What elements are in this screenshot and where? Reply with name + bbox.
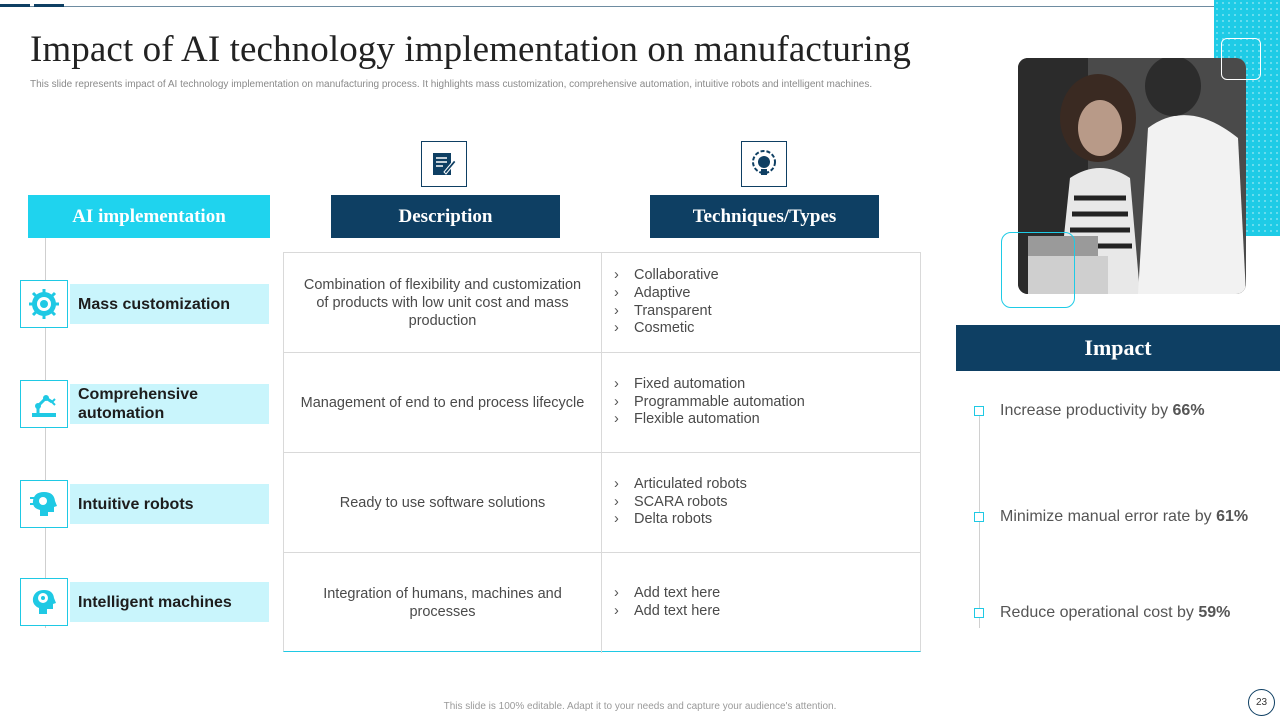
footer-note: This slide is 100% editable. Adapt it to… bbox=[443, 701, 837, 712]
photo-frame-outline bbox=[1001, 232, 1075, 308]
technique-item: › Fixed automation bbox=[614, 376, 746, 393]
document-edit-icon bbox=[421, 141, 467, 187]
brain-icon bbox=[20, 578, 68, 626]
ai-item-label: Intelligent machines bbox=[70, 582, 269, 622]
ai-item-intuitive-robots: Intuitive robots bbox=[20, 480, 269, 528]
table-row: Ready to use software solutions › Articul… bbox=[284, 453, 920, 553]
description-header: Description bbox=[331, 195, 560, 238]
impact-item: Reduce operational cost by 59% bbox=[974, 604, 1274, 626]
techniques-cell: › Fixed automation › Programmable automati… bbox=[602, 353, 920, 452]
technique-item: › Collaborative bbox=[614, 267, 719, 284]
top-divider bbox=[0, 6, 1214, 7]
description-cell: Integration of humans, machines and proc… bbox=[284, 553, 602, 653]
bullet-square-icon bbox=[974, 608, 984, 618]
techniques-header: Techniques/Types bbox=[650, 195, 879, 238]
techniques-cell: › Add text here › Add text here bbox=[602, 553, 920, 653]
people-working-photo bbox=[1018, 58, 1246, 294]
table-row: Management of end to end process lifecyc… bbox=[284, 353, 920, 453]
technique-item: › Transparent bbox=[614, 302, 712, 319]
ai-implementation-header: AI implementation bbox=[28, 195, 270, 238]
slide-subtitle: This slide represents impact of AI techn… bbox=[30, 79, 873, 90]
technique-item: › Cosmetic bbox=[614, 320, 695, 337]
technique-item: › Articulated robots bbox=[614, 476, 747, 493]
technique-item: › Add text here bbox=[614, 585, 721, 602]
slide-title: Impact of AI technology implementation o… bbox=[30, 29, 911, 70]
photo-frame-outline bbox=[1221, 38, 1261, 80]
description-cell: Management of end to end process lifecyc… bbox=[284, 353, 602, 452]
impact-text: Increase productivity by bbox=[1000, 402, 1173, 419]
top-accent-dash bbox=[0, 4, 30, 7]
ai-item-label: Comprehensive automation bbox=[70, 384, 269, 424]
technique-item: › Programmable automation bbox=[614, 393, 805, 410]
description-cell: Ready to use software solutions bbox=[284, 453, 602, 552]
details-table: Combination of flexibility and customiza… bbox=[283, 252, 921, 653]
impact-item: Minimize manual error rate by 61% bbox=[974, 508, 1274, 530]
gear-icon bbox=[20, 280, 68, 328]
technique-item: › Flexible automation bbox=[614, 411, 760, 428]
impact-text: Minimize manual error rate by bbox=[1000, 508, 1217, 525]
top-accent-dash bbox=[34, 4, 64, 7]
techniques-cell: › Articulated robots › SCARA robots › Delta… bbox=[602, 453, 920, 552]
bullet-square-icon bbox=[974, 512, 984, 522]
impact-value: 59% bbox=[1198, 604, 1231, 621]
page-number: 23 bbox=[1248, 689, 1275, 716]
robot-arm-icon bbox=[20, 380, 68, 428]
description-cell: Combination of flexibility and customiza… bbox=[284, 253, 602, 352]
lightbulb-gear-icon bbox=[741, 141, 787, 187]
ai-item-comprehensive-automation: Comprehensive automation bbox=[20, 380, 269, 428]
impact-value: 66% bbox=[1172, 402, 1205, 419]
ai-item-intelligent-machines: Intelligent machines bbox=[20, 578, 269, 626]
impact-header: Impact bbox=[956, 325, 1280, 371]
bullet-square-icon bbox=[974, 406, 984, 416]
ai-head-icon bbox=[20, 480, 68, 528]
photo-illustration bbox=[1018, 58, 1246, 294]
technique-item: › Adaptive bbox=[614, 284, 691, 301]
ai-item-label: Intuitive robots bbox=[70, 484, 269, 524]
timeline-line bbox=[45, 238, 46, 628]
technique-item: › SCARA robots bbox=[614, 493, 728, 510]
impact-item: Increase productivity by 66% bbox=[974, 402, 1274, 424]
impact-text: Reduce operational cost by bbox=[1000, 604, 1199, 621]
technique-item: › Add text here bbox=[614, 603, 721, 619]
techniques-cell: › Collaborative › Adaptive › Transparent › C… bbox=[602, 253, 920, 352]
ai-item-label: Mass customization bbox=[70, 284, 269, 324]
impact-value: 61% bbox=[1216, 508, 1249, 525]
technique-item: › Delta robots bbox=[614, 511, 713, 528]
table-row: Integration of humans, machines and proc… bbox=[284, 553, 920, 653]
ai-item-mass-customization: Mass customization bbox=[20, 280, 269, 328]
table-row: Combination of flexibility and customiza… bbox=[284, 253, 920, 353]
